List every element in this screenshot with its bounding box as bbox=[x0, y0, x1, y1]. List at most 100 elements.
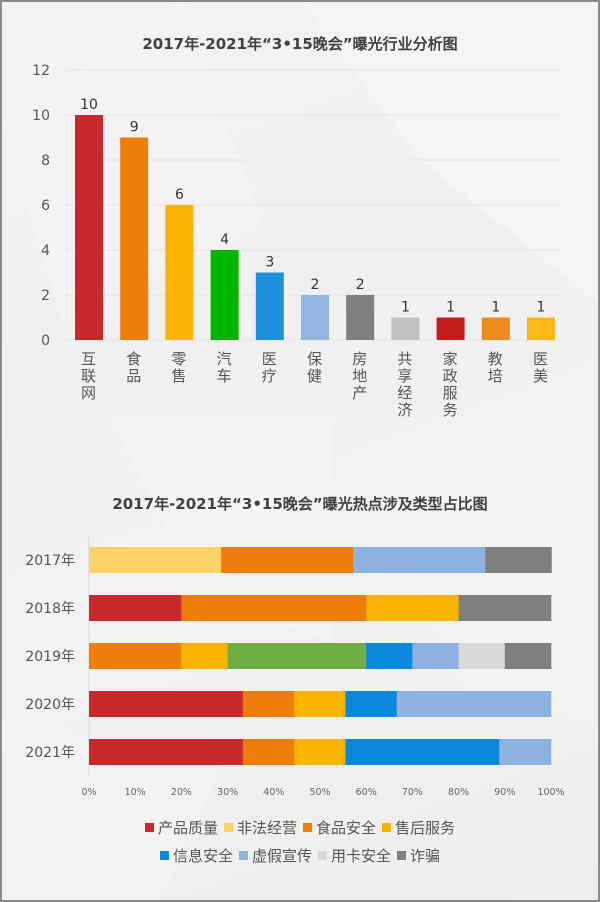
bar-互联网 bbox=[75, 115, 103, 340]
x-tick-label: 80% bbox=[448, 787, 469, 798]
year-label: 2017年 bbox=[25, 553, 75, 569]
segment-虚假宣传 bbox=[396, 691, 552, 717]
bar-value-label: 1 bbox=[446, 300, 455, 316]
legend-label: 信息安全 bbox=[172, 846, 233, 865]
legend-swatch bbox=[238, 850, 248, 860]
segment-食品安全 bbox=[181, 595, 367, 621]
segment-信息安全 bbox=[345, 691, 397, 717]
bar-教培 bbox=[481, 317, 510, 340]
x-category-label: 共享经济 bbox=[397, 350, 413, 419]
segment-产品质量 bbox=[89, 739, 244, 765]
segment-虚假宣传 bbox=[412, 643, 459, 669]
y-tick-label: 8 bbox=[41, 153, 50, 169]
y-tick-label: 0 bbox=[41, 333, 50, 349]
x-tick-label: 20% bbox=[171, 787, 192, 798]
segment-unlabeled bbox=[227, 643, 367, 669]
x-category-label: 房地产 bbox=[352, 350, 368, 402]
x-tick-label: 60% bbox=[356, 787, 377, 798]
x-category-label: 教培 bbox=[488, 350, 504, 385]
bar-value-label: 4 bbox=[220, 232, 229, 248]
legend-swatch bbox=[382, 822, 392, 832]
x-category-label: 医美 bbox=[533, 350, 549, 385]
bar-value-label: 1 bbox=[401, 300, 410, 316]
segment-诈骗 bbox=[458, 595, 552, 621]
legend-item: 食品安全 bbox=[303, 817, 376, 838]
x-tick-label: 30% bbox=[217, 787, 238, 798]
bar-食品 bbox=[120, 137, 149, 340]
segment-信息安全 bbox=[345, 739, 500, 765]
legend-item: 用卡安全 bbox=[318, 845, 391, 866]
bar-value-label: 3 bbox=[265, 255, 274, 271]
legend-swatch bbox=[223, 822, 233, 832]
bar-医美 bbox=[527, 317, 555, 340]
legend-label: 诈骗 bbox=[410, 846, 441, 865]
segment-虚假宣传 bbox=[499, 739, 552, 765]
bar-汽车 bbox=[210, 250, 239, 340]
bar-value-label: 1 bbox=[491, 300, 500, 316]
segment-售后服务 bbox=[366, 595, 459, 621]
year-label: 2019年 bbox=[25, 649, 75, 665]
bar-value-label: 2 bbox=[311, 277, 320, 293]
legend-row: 信息安全 虚假宣传 用卡安全 诈骗 bbox=[2, 845, 598, 865]
legend-label: 售后服务 bbox=[395, 818, 456, 837]
x-tick-label: 50% bbox=[309, 787, 330, 798]
legend-swatch bbox=[144, 822, 154, 832]
bar-value-label: 1 bbox=[537, 300, 546, 316]
x-category-label: 保健 bbox=[307, 350, 323, 385]
bar-value-label: 9 bbox=[130, 120, 139, 136]
legend-label: 食品安全 bbox=[316, 818, 377, 837]
bar-房地产 bbox=[346, 295, 375, 340]
legend-item: 虚假宣传 bbox=[238, 845, 312, 866]
x-category-label: 医疗 bbox=[262, 350, 278, 385]
chart2-title: 2017年-2021年“3•15晚会”曝光热点涉及类型占比图 bbox=[112, 495, 488, 513]
x-tick-label: 0% bbox=[81, 787, 96, 798]
segment-产品质量 bbox=[89, 595, 182, 621]
segment-信息安全 bbox=[366, 643, 413, 669]
year-label: 2020年 bbox=[25, 697, 75, 713]
x-tick-label: 100% bbox=[537, 787, 564, 798]
bar-保健 bbox=[301, 295, 329, 340]
segment-非法经营 bbox=[89, 547, 222, 573]
segment-食品安全 bbox=[242, 691, 295, 717]
legend-label: 产品质量 bbox=[157, 818, 218, 837]
x-tick-label: 70% bbox=[402, 787, 423, 798]
y-tick-label: 4 bbox=[41, 243, 50, 259]
segment-售后服务 bbox=[294, 739, 346, 765]
bar-零售 bbox=[165, 205, 194, 340]
bar-value-label: 2 bbox=[356, 277, 365, 293]
x-tick-label: 40% bbox=[263, 787, 284, 798]
segment-食品安全 bbox=[89, 643, 182, 669]
legend-row: 产品质量 非法经营 食品安全 售后服务 bbox=[2, 817, 598, 837]
legend-item: 非法经营 bbox=[223, 817, 297, 838]
legend-item: 信息安全 bbox=[159, 845, 233, 866]
legend-label: 虚假宣传 bbox=[251, 846, 312, 865]
legend-item: 诈骗 bbox=[397, 845, 440, 866]
y-tick-label: 2 bbox=[41, 288, 50, 304]
legend-swatch bbox=[318, 850, 327, 860]
segment-产品质量 bbox=[89, 691, 244, 717]
bar-value-label: 10 bbox=[80, 97, 98, 113]
bar-家政服务 bbox=[436, 317, 465, 340]
bar-共享经济 bbox=[391, 317, 420, 340]
x-tick-label: 10% bbox=[125, 787, 146, 798]
year-label: 2021年 bbox=[25, 745, 75, 761]
legend-label: 用卡安全 bbox=[331, 846, 392, 865]
chart2-legend: 产品质量 非法经营 食品安全 售后服务 信息安全 虚假宣传 用卡安全 诈骗 bbox=[2, 817, 598, 873]
year-label: 2018年 bbox=[25, 601, 75, 617]
hotspot-stacked-bar-chart: 2017年 2018年 2019年 2020年 2021年 0% 10% 20% 30% 40%… bbox=[25, 536, 565, 798]
bar-value-label: 6 bbox=[175, 187, 184, 203]
x-category-label: 家政服务 bbox=[443, 350, 459, 419]
legend-label: 非法经营 bbox=[236, 818, 297, 837]
bar-医疗 bbox=[255, 272, 284, 340]
x-category-label: 零售 bbox=[171, 350, 187, 385]
y-tick-label: 6 bbox=[41, 198, 50, 214]
y-tick-label: 12 bbox=[32, 63, 50, 79]
legend-swatch bbox=[159, 850, 169, 860]
x-category-label: 汽车 bbox=[217, 350, 233, 385]
chart1-title: 2017年-2021年“3•15晚会”曝光行业分析图 bbox=[142, 35, 458, 53]
x-category-label: 食品 bbox=[126, 350, 142, 385]
segment-食品安全 bbox=[242, 739, 295, 765]
x-tick-label: 90% bbox=[494, 787, 515, 798]
